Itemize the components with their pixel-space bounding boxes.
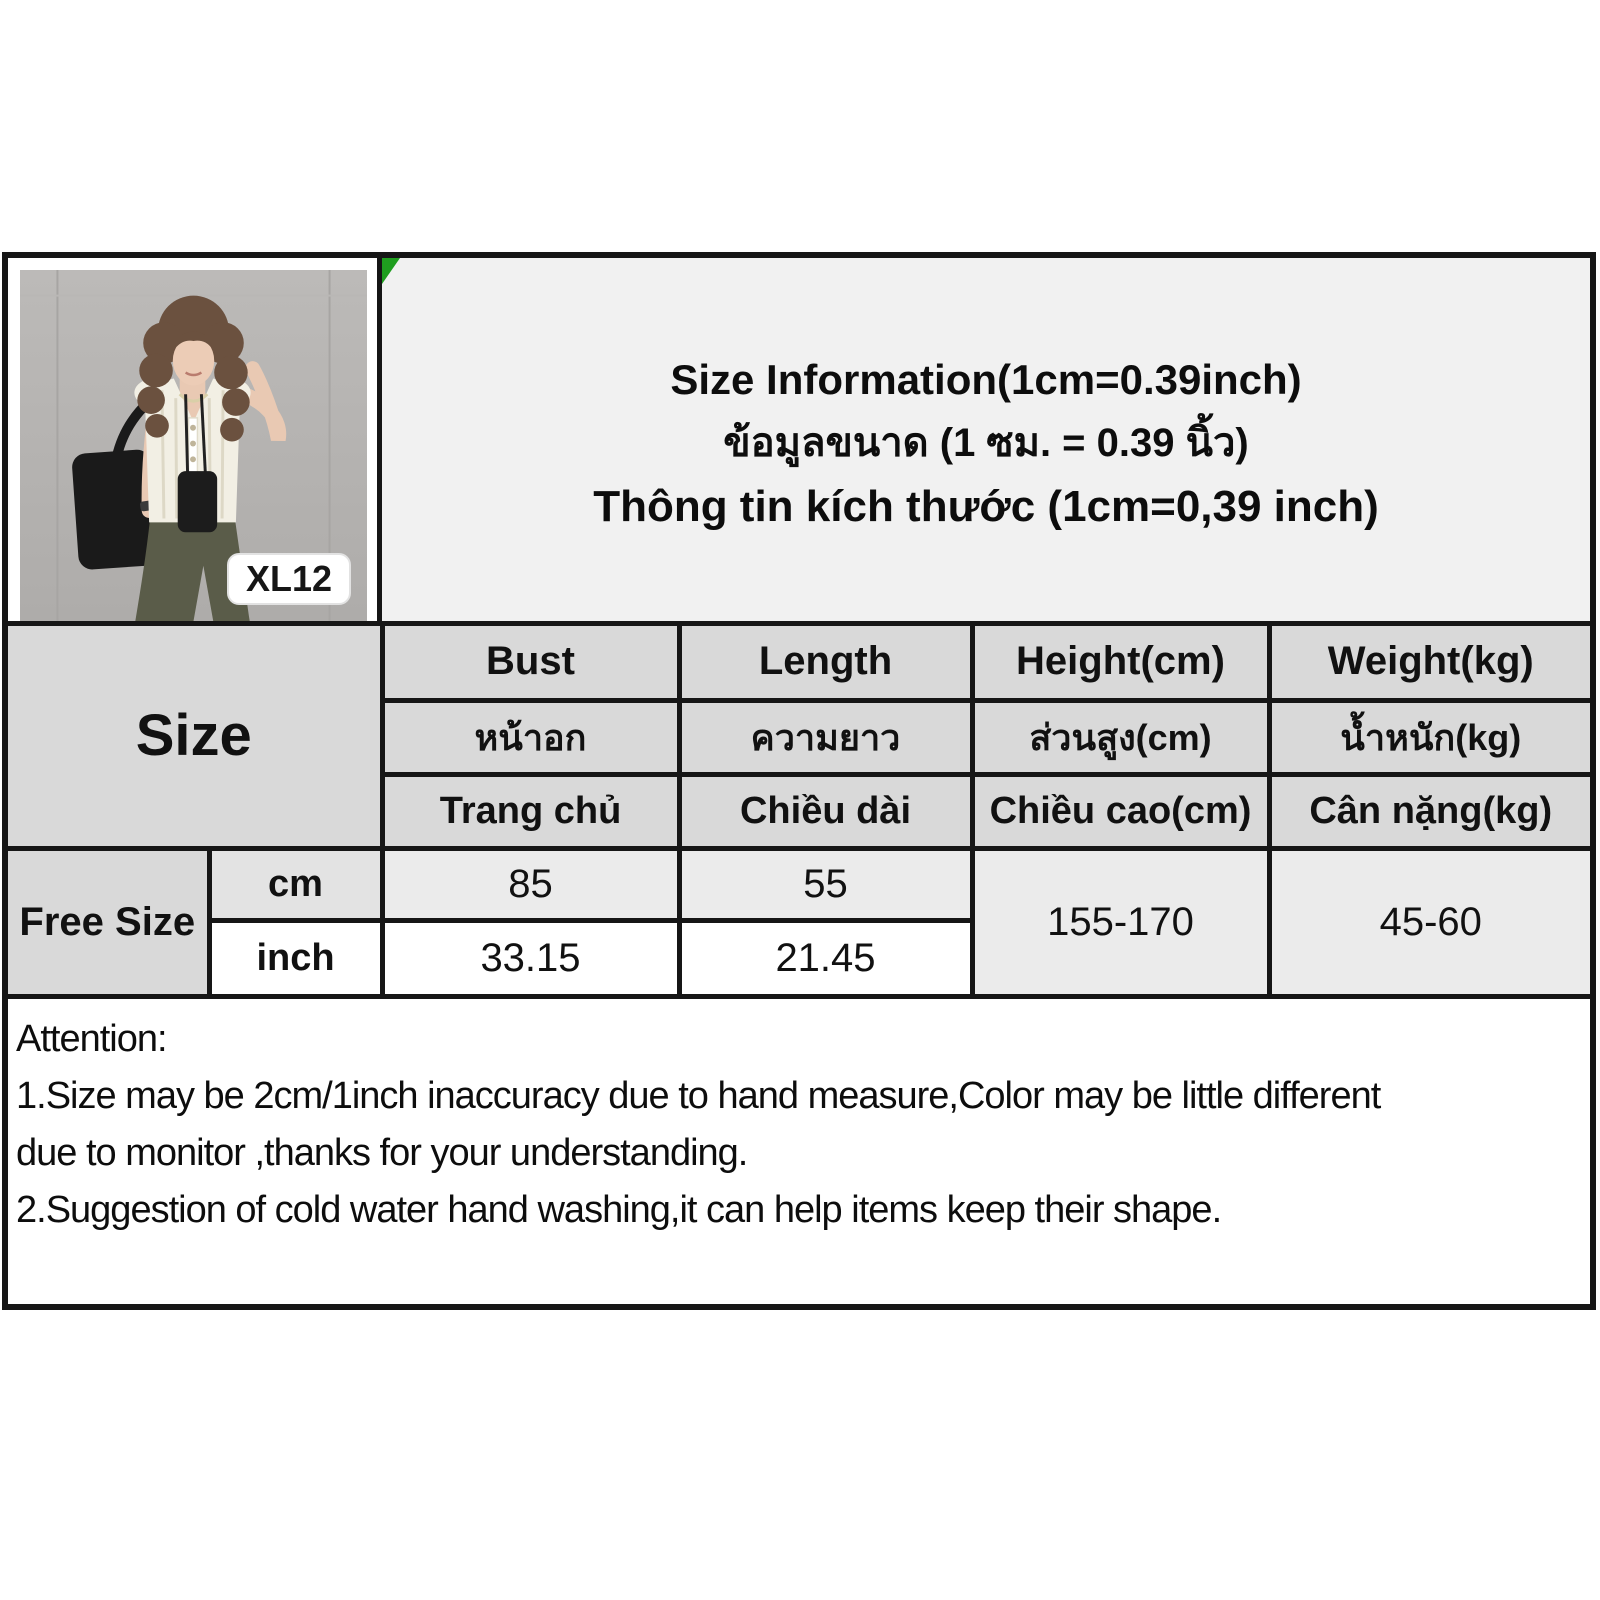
- header-line-thai: ข้อมูลขนาด (1 ซม. = 0.39 นิ้ว): [723, 420, 1249, 465]
- photo-size-badge: XL12: [226, 553, 351, 605]
- face: [172, 336, 215, 386]
- table-row-inch: inch 33.15 21.45: [8, 917, 1590, 997]
- size-chart-content: XL12 Size Information(1cm=0.39inch) ข้อม…: [2, 252, 1596, 1310]
- size-table: Size Bust Length Height(cm) Weight(kg) ห…: [5, 623, 1593, 997]
- weight-range-value: 45-60: [1266, 845, 1593, 997]
- table-row-cm: Free Size cm 85 55 155-170 45-60: [5, 845, 1593, 997]
- product-photo-illustration: [20, 270, 367, 621]
- bust-cm-value: 85: [379, 845, 682, 923]
- col-header-weight-vi: Cân nặng(kg): [1266, 771, 1593, 851]
- col-header-bust-en: Bust: [379, 623, 682, 703]
- unit-inch-cell: inch: [206, 917, 385, 997]
- table-header-row-english: Size Bust Length Height(cm) Weight(kg): [5, 623, 1593, 851]
- bust-inch-value: 33.15: [379, 917, 682, 997]
- col-header-bust-th: หน้าอก: [379, 697, 682, 777]
- length-inch-value: 21.45: [676, 917, 975, 997]
- necklace: [178, 393, 209, 403]
- attention-note-1-cont: due to monitor ,thanks for your understa…: [16, 1132, 748, 1174]
- table-header-row-vietnamese: Trang chủ Chiều dài Chiều cao(cm) Cân nặ…: [8, 771, 1593, 851]
- height-range-value: 155-170: [969, 845, 1272, 997]
- product-photo-panel: XL12: [8, 258, 382, 621]
- green-corner-icon: [382, 258, 400, 284]
- tote-bag: [72, 449, 158, 570]
- free-size-cell: Free Size: [5, 845, 212, 997]
- col-header-height-vi: Chiều cao(cm): [969, 771, 1272, 851]
- header-line-vietnamese: Thông tin kích thước (1cm=0,39 inch): [593, 481, 1379, 531]
- col-header-height-th: ส่วนสูง(cm): [969, 697, 1272, 777]
- length-cm-value: 55: [676, 845, 975, 923]
- product-photo: [20, 270, 367, 621]
- col-header-length-th: ความยาว: [676, 697, 975, 777]
- header-line-english: Size Information(1cm=0.39inch): [670, 355, 1302, 403]
- size-info-header: Size Information(1cm=0.39inch) ข้อมูลขนา…: [382, 258, 1590, 621]
- col-header-weight-en: Weight(kg): [1266, 623, 1593, 703]
- top-band: XL12 Size Information(1cm=0.39inch) ข้อม…: [8, 258, 1590, 626]
- col-header-height-en: Height(cm): [969, 623, 1272, 703]
- col-header-weight-th: น้ำหนัก(kg): [1266, 697, 1593, 777]
- attention-note-1: 1.Size may be 2cm/1inch inaccuracy due t…: [16, 1075, 1381, 1117]
- phone-pouch: [177, 471, 218, 533]
- col-header-bust-vi: Trang chủ: [379, 771, 682, 851]
- model-figure: [72, 295, 287, 621]
- table-header-row-thai: หน้าอก ความยาว ส่วนสูง(cm) น้ำหนัก(kg): [8, 697, 1593, 777]
- size-header-cell: Size: [5, 623, 385, 851]
- pants: [135, 518, 250, 621]
- attention-note-2: 2.Suggestion of cold water hand washing,…: [16, 1189, 1222, 1231]
- attention-title: Attention:: [16, 1018, 168, 1060]
- col-header-length-en: Length: [676, 623, 975, 703]
- col-header-length-vi: Chiều dài: [676, 771, 975, 851]
- unit-cm-cell: cm: [206, 845, 385, 923]
- attention-section: Attention: 1.Size may be 2cm/1inch inacc…: [8, 994, 1590, 1304]
